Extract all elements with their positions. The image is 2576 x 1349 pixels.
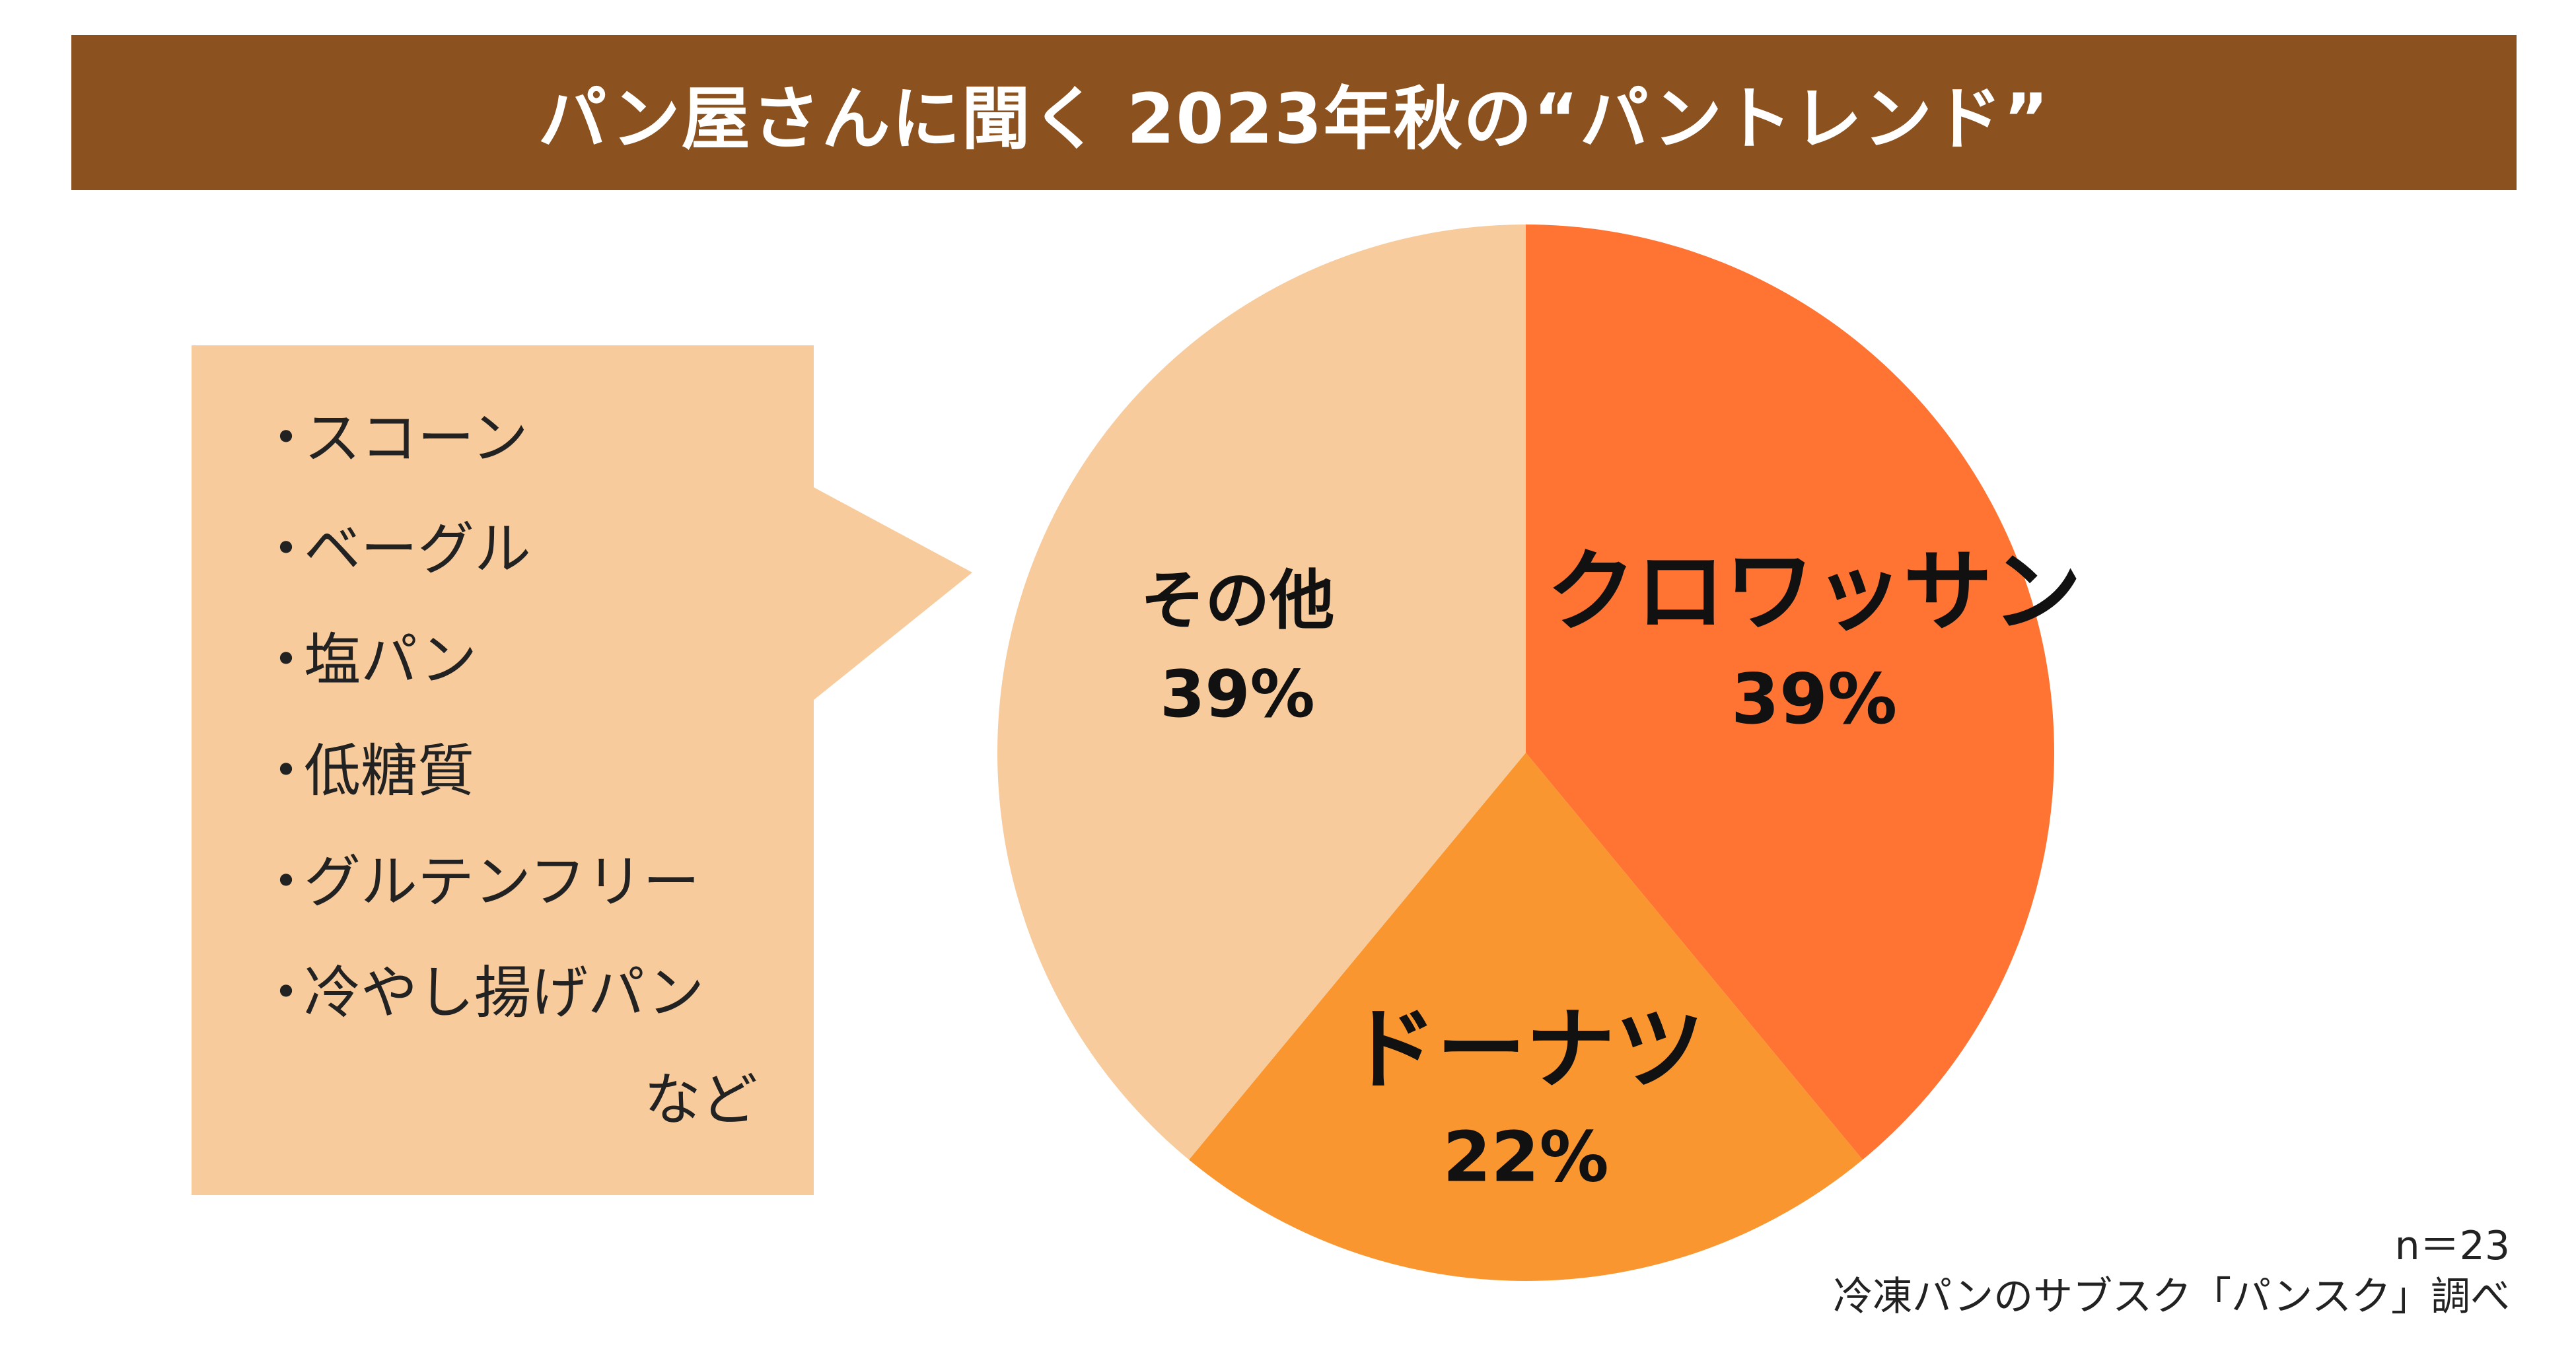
title-bar: パン屋さんに聞く 2023年秋の“パントレンド”	[71, 35, 2517, 190]
list-item: ・冷やし揚げパン	[258, 956, 704, 1067]
list-item: ・ベーグル	[258, 512, 704, 623]
slice-value-label: 39%	[1160, 657, 1315, 732]
callout-suffix: など	[644, 1067, 758, 1133]
list-item: ・グルテンフリー	[258, 845, 704, 956]
slice-label: クロワッサン	[1547, 540, 2082, 644]
list-item-label: スコーン	[304, 405, 528, 471]
list-item: ・塩パン	[258, 623, 704, 734]
list-item-label: 低糖質	[304, 738, 474, 804]
source-note: 冷凍パンのサブスク「パンスク」調べ	[1833, 1274, 2510, 1320]
list-item: ・スコーン	[258, 401, 704, 512]
slice-label: ドーナツ	[1347, 998, 1704, 1101]
slice-value-label: 39%	[1731, 659, 1897, 740]
pie-slice	[997, 225, 1526, 1160]
sample-size: n＝23	[2394, 1223, 2510, 1269]
page-title: パン屋さんに聞く 2023年秋の“パントレンド”	[538, 79, 2050, 159]
list-item-label: グルテンフリー	[304, 849, 700, 915]
list-item-label: ベーグル	[304, 516, 531, 582]
slice-label: その他	[1140, 563, 1334, 639]
pie-slice	[1189, 753, 1863, 1281]
pie-slice	[1526, 225, 2054, 1160]
slice-value-label: 22%	[1443, 1117, 1608, 1197]
list-item-label: 塩パン	[304, 627, 478, 693]
callout-shape	[192, 345, 972, 1195]
list-item-label: 冷やし揚げパン	[304, 960, 705, 1026]
callout-list: ・スコーン ・ベーグル ・塩パン ・低糖質 ・グルテンフリー ・冷やし揚げパン	[258, 401, 704, 1067]
list-item: ・低糖質	[258, 734, 704, 845]
